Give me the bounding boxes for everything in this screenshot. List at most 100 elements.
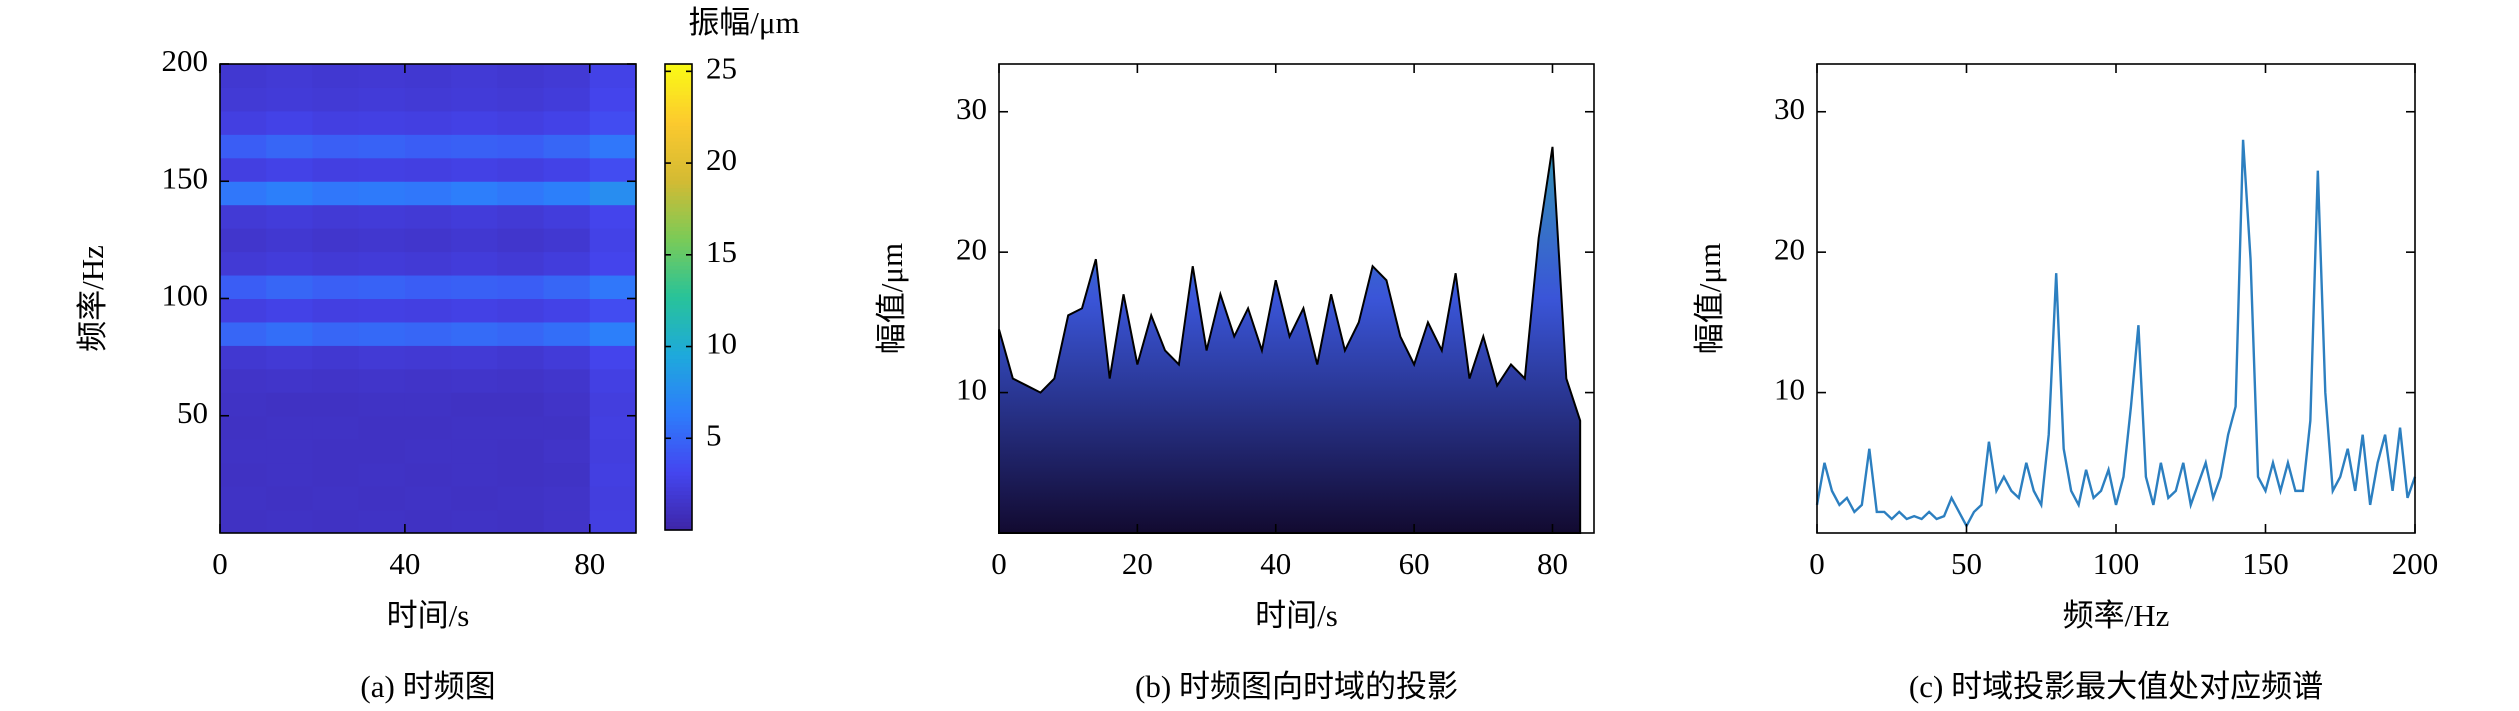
colorbar-slice: [665, 374, 692, 380]
x-tick-label: 50: [1951, 546, 1982, 581]
heat-cell: [543, 275, 591, 299]
colorbar-slice: [665, 514, 692, 519]
heat-cell: [404, 415, 452, 440]
heat-cell: [220, 228, 267, 253]
colorbar-slice: [665, 87, 692, 92]
heat-cell: [497, 110, 545, 135]
heat-cell: [358, 486, 406, 511]
colorbar-slice: [665, 106, 692, 112]
heat-cell: [543, 462, 591, 487]
colorbar-slice: [665, 401, 692, 407]
heat-cell: [220, 275, 267, 299]
heat-cell: [543, 298, 591, 323]
colorbar-slice: [665, 254, 692, 259]
heat-cell: [451, 181, 498, 206]
x-tick-label: 80: [574, 546, 605, 581]
heat-cell: [404, 251, 452, 276]
heat-cell: [543, 486, 591, 511]
colorbar-label: 振幅/μm: [688, 5, 799, 40]
panel: 0 50 100 150 200 10 20 30 频率/Hz 幅值/μm (c) 时域投影最大值处…: [1692, 63, 2439, 704]
heat-cell: [220, 415, 267, 440]
colorbar-slice: [665, 351, 692, 356]
y-axis-label: 幅值/μm: [1692, 243, 1727, 354]
heat-cell: [543, 64, 591, 88]
heat-cell: [220, 321, 267, 346]
heat-cell: [220, 181, 267, 206]
y-tick-label: 30: [956, 91, 987, 126]
heat-cell: [312, 64, 360, 88]
colorbar-slice: [665, 355, 692, 360]
heat-cell: [543, 228, 591, 253]
colorbar-slice: [665, 339, 692, 345]
colorbar-tick-label: 10: [706, 326, 737, 361]
heat-cell: [589, 368, 637, 393]
heat-cell: [404, 181, 452, 206]
heat-cell: [543, 415, 591, 440]
heat-cell: [451, 509, 498, 534]
y-axis-label: 幅值/μm: [874, 243, 909, 354]
colorbar-slice: [665, 176, 692, 182]
heat-cell: [589, 439, 637, 464]
heat-cell: [404, 228, 452, 253]
heat-cell: [589, 321, 637, 346]
heat-cell: [358, 64, 406, 88]
heat-cell: [543, 157, 591, 182]
heat-cell: [589, 87, 637, 112]
heat-cell: [312, 345, 360, 370]
heat-cell: [543, 204, 591, 229]
colorbar-slice: [665, 234, 692, 240]
heat-cell: [312, 439, 360, 464]
colorbar-slice: [665, 413, 692, 418]
colorbar-slice: [665, 363, 692, 368]
heat-cell: [358, 134, 406, 159]
colorbar-slice: [665, 359, 692, 364]
heat-cell: [266, 415, 313, 440]
colorbar-slice: [665, 157, 692, 162]
heat-cell: [404, 64, 452, 88]
colorbar-slice: [665, 436, 692, 442]
heat-cell: [266, 64, 313, 88]
heat-cell: [220, 392, 267, 417]
colorbar-slice: [665, 320, 692, 325]
heat-cell: [451, 392, 498, 417]
colorbar-slice: [665, 215, 692, 220]
colorbar-slice: [665, 246, 692, 251]
colorbar-slice: [665, 483, 692, 488]
heat-cell: [220, 486, 267, 511]
colorbar-slice: [665, 417, 692, 422]
heat-cell: [358, 392, 406, 417]
heat-cell: [220, 64, 267, 88]
colorbar-slice: [665, 328, 692, 333]
colorbar-slice: [665, 452, 692, 457]
colorbar-slice: [665, 386, 692, 391]
colorbar-slice: [665, 223, 692, 228]
caption: (a) 时频图: [360, 669, 495, 704]
heat-cell: [497, 157, 545, 182]
colorbar-slice: [665, 91, 692, 96]
heat-cell: [497, 509, 545, 534]
colorbar-slice: [665, 390, 692, 395]
heat-cell: [266, 298, 313, 323]
colorbar-tick-label: 5: [706, 417, 722, 452]
colorbar-slice: [665, 153, 692, 158]
heat-cell: [404, 110, 452, 135]
colorbar-tick-label: 20: [706, 142, 737, 177]
colorbar-slice: [665, 172, 692, 178]
caption: (c) 时域投影最大值处对应频谱: [1909, 669, 2323, 704]
heat-cell: [497, 415, 545, 440]
heat-cell: [266, 157, 313, 182]
heat-cell: [543, 181, 591, 206]
heat-cell: [451, 64, 498, 88]
x-tick-label: 0: [212, 546, 228, 581]
heat-cell: [220, 204, 267, 229]
x-tick-label: 200: [2392, 546, 2439, 581]
heat-cell: [589, 181, 637, 206]
y-tick-label: 200: [162, 43, 209, 78]
heat-cell: [358, 251, 406, 276]
colorbar-slice: [665, 370, 692, 376]
colorbar-slice: [665, 196, 692, 201]
x-tick-label: 60: [1399, 546, 1430, 581]
heat-cell: [312, 462, 360, 487]
heat-cell: [266, 368, 313, 393]
area: [998, 146, 1582, 534]
